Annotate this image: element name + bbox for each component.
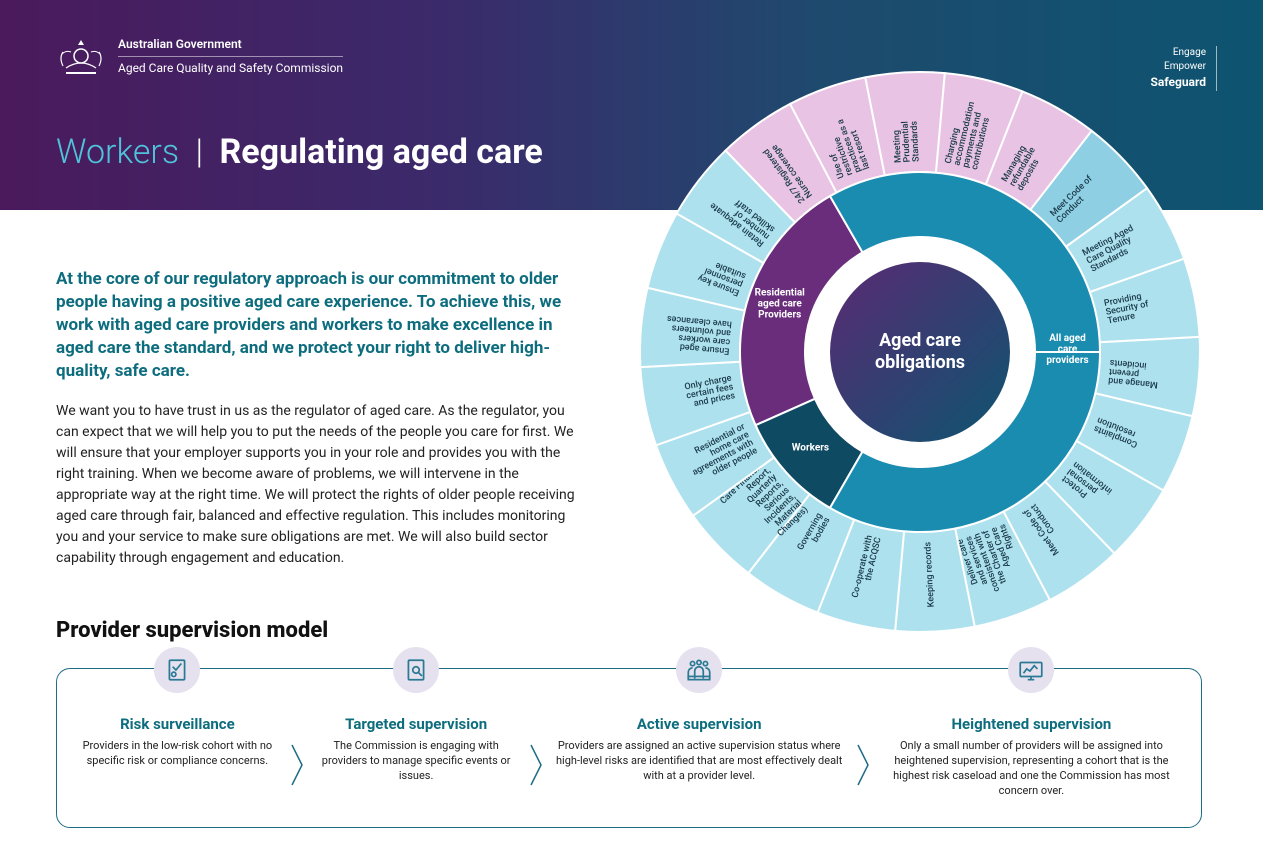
- model-item-desc: Providers are assigned an active supervi…: [555, 739, 844, 784]
- model-item-desc: Only a small number of providers will be…: [882, 739, 1181, 798]
- title-sep: |: [196, 132, 204, 172]
- model-title: Provider supervision model: [56, 618, 328, 643]
- model-icon: [154, 647, 200, 693]
- model-icon: [393, 647, 439, 693]
- title-main: Regulating aged care: [220, 132, 543, 172]
- svg-text:Workers: Workers: [792, 443, 829, 454]
- intro-lead: At the core of our regulatory approach i…: [56, 268, 586, 383]
- svg-text:Residentialaged careProviders: Residentialaged careProviders: [755, 287, 806, 320]
- model-item: Heightened supervision Only a small numb…: [874, 715, 1189, 815]
- chevron-right-icon: [525, 715, 547, 815]
- intro-block: At the core of our regulatory approach i…: [56, 268, 586, 569]
- gov-logo: Australian Government Aged Care Quality …: [56, 34, 343, 78]
- crest-icon: [56, 34, 106, 78]
- model-item: Risk surveillance Providers in the low-r…: [69, 715, 286, 815]
- gov-line2: Aged Care Quality and Safety Commission: [118, 56, 343, 77]
- chevron-right-icon: [286, 715, 308, 815]
- model-item-title: Risk surveillance: [120, 715, 235, 733]
- gov-line1: Australian Government: [118, 36, 343, 53]
- model-row: Risk surveillance Providers in the low-r…: [56, 668, 1202, 828]
- model-item: Targeted supervision The Commission is e…: [308, 715, 525, 815]
- model-item-title: Active supervision: [637, 715, 762, 733]
- model-icon: [1008, 647, 1054, 693]
- obligations-diagram: 24/7 RegisteredNurse coverageUse ofrestr…: [630, 62, 1210, 642]
- model-item-title: Heightened supervision: [951, 715, 1111, 733]
- page-title: Workers | Regulating aged care: [56, 132, 543, 172]
- model-item-desc: Providers in the low-risk cohort with no…: [77, 739, 278, 769]
- model-item-desc: The Commission is engaging with provider…: [316, 739, 517, 784]
- model-icon: [676, 647, 722, 693]
- model-item: Active supervision Providers are assigne…: [547, 715, 852, 815]
- tagline-1: Engage: [1151, 46, 1206, 60]
- svg-text:Aged careobligations: Aged careobligations: [875, 330, 965, 373]
- title-pre: Workers: [56, 132, 179, 172]
- chevron-right-icon: [852, 715, 874, 815]
- intro-body: We want you to have trust in us as the r…: [56, 401, 586, 569]
- model-item-title: Targeted supervision: [345, 715, 487, 733]
